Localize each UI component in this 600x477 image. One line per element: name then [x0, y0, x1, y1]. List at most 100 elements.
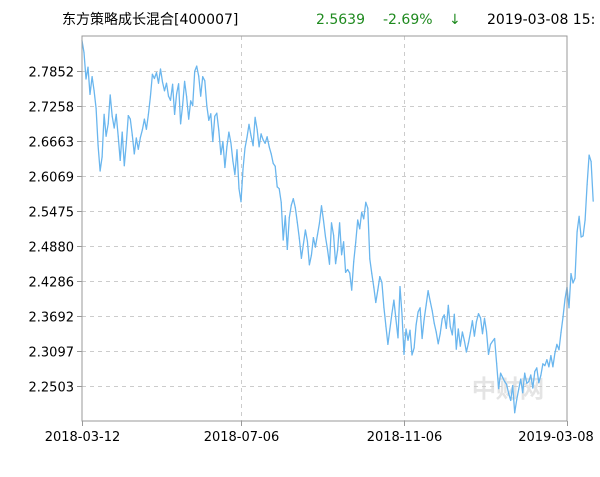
data-point [580, 236, 582, 238]
data-point [417, 311, 419, 313]
data-point [343, 241, 345, 243]
data-point [457, 328, 459, 330]
data-point [226, 146, 228, 148]
data-point [292, 198, 294, 200]
data-point [262, 139, 264, 141]
data-point [399, 286, 401, 288]
data-point [232, 160, 234, 162]
data-point [574, 277, 576, 279]
data-point [411, 354, 413, 356]
data-point [353, 261, 355, 263]
data-point [524, 372, 526, 374]
data-point [272, 162, 274, 164]
data-point [95, 107, 97, 110]
data-point [125, 142, 127, 144]
data-point [449, 326, 451, 328]
data-point [556, 343, 558, 345]
y-tick-label: 2.2503 [29, 381, 75, 396]
data-point [274, 165, 276, 167]
data-point [330, 222, 333, 224]
fund-name: 东方策略成长混合[400007] [62, 12, 239, 28]
data-point [314, 246, 316, 248]
data-point [361, 211, 363, 213]
data-point [397, 337, 399, 339]
data-point [548, 366, 550, 368]
data-point [147, 113, 149, 115]
chart-gridlines [82, 36, 567, 421]
data-point [439, 333, 441, 335]
data-point [333, 234, 335, 236]
data-point [562, 316, 564, 318]
data-point [576, 231, 578, 233]
data-point [121, 131, 123, 133]
data-point [349, 272, 351, 274]
data-point [373, 286, 375, 288]
data-point [401, 313, 403, 315]
data-point [119, 159, 121, 161]
data-point [290, 204, 292, 206]
data-point [204, 80, 206, 82]
data-point [451, 334, 453, 336]
data-point [363, 218, 365, 220]
data-point [230, 142, 232, 144]
plot-frame [81, 35, 568, 422]
data-point [139, 136, 141, 138]
data-point [135, 137, 137, 139]
data-point [570, 273, 572, 275]
data-point [312, 237, 314, 239]
data-point [359, 228, 361, 230]
data-point [355, 241, 357, 243]
data-point [266, 136, 268, 138]
data-point [131, 134, 133, 136]
data-point [568, 307, 570, 309]
data-point [182, 105, 184, 107]
data-point [365, 201, 367, 203]
data-point [494, 337, 496, 340]
x-tick-label: 2019-03-08 [518, 430, 594, 445]
data-point [419, 307, 421, 309]
data-point [248, 123, 250, 125]
data-point [477, 313, 480, 315]
data-point [91, 76, 93, 78]
data-point [469, 332, 471, 334]
data-point [184, 80, 186, 82]
data-point [552, 366, 554, 368]
data-point [528, 380, 530, 383]
data-point [371, 273, 373, 275]
data-point [369, 258, 371, 260]
data-point [214, 115, 216, 117]
data-point [294, 207, 296, 209]
data-point [190, 100, 192, 102]
data-point [526, 382, 528, 384]
x-tick-label: 2018-03-12 [45, 430, 121, 445]
data-point [540, 375, 542, 377]
data-point [145, 128, 147, 130]
data-point [375, 301, 377, 304]
data-point [475, 321, 477, 323]
data-point [572, 282, 574, 284]
data-point [176, 93, 178, 95]
data-point [268, 146, 270, 148]
data-point [522, 392, 524, 394]
data-point [550, 355, 552, 357]
data-point [429, 300, 431, 302]
data-point [326, 248, 329, 250]
data-point [129, 118, 131, 120]
data-point [461, 331, 463, 333]
change-percent: -2.69% [383, 12, 433, 28]
data-point [105, 135, 107, 137]
data-point [165, 82, 168, 84]
data-point [288, 217, 290, 219]
fund-nav-value: 2.5639 [316, 12, 365, 28]
data-point [437, 343, 439, 345]
data-point [115, 113, 117, 115]
data-point [172, 83, 174, 85]
data-point [206, 105, 208, 107]
chart-series [81, 40, 594, 414]
data-point [87, 66, 89, 68]
data-point [514, 412, 516, 414]
data-point [544, 365, 546, 367]
data-point [320, 205, 323, 207]
data-point [351, 289, 353, 291]
